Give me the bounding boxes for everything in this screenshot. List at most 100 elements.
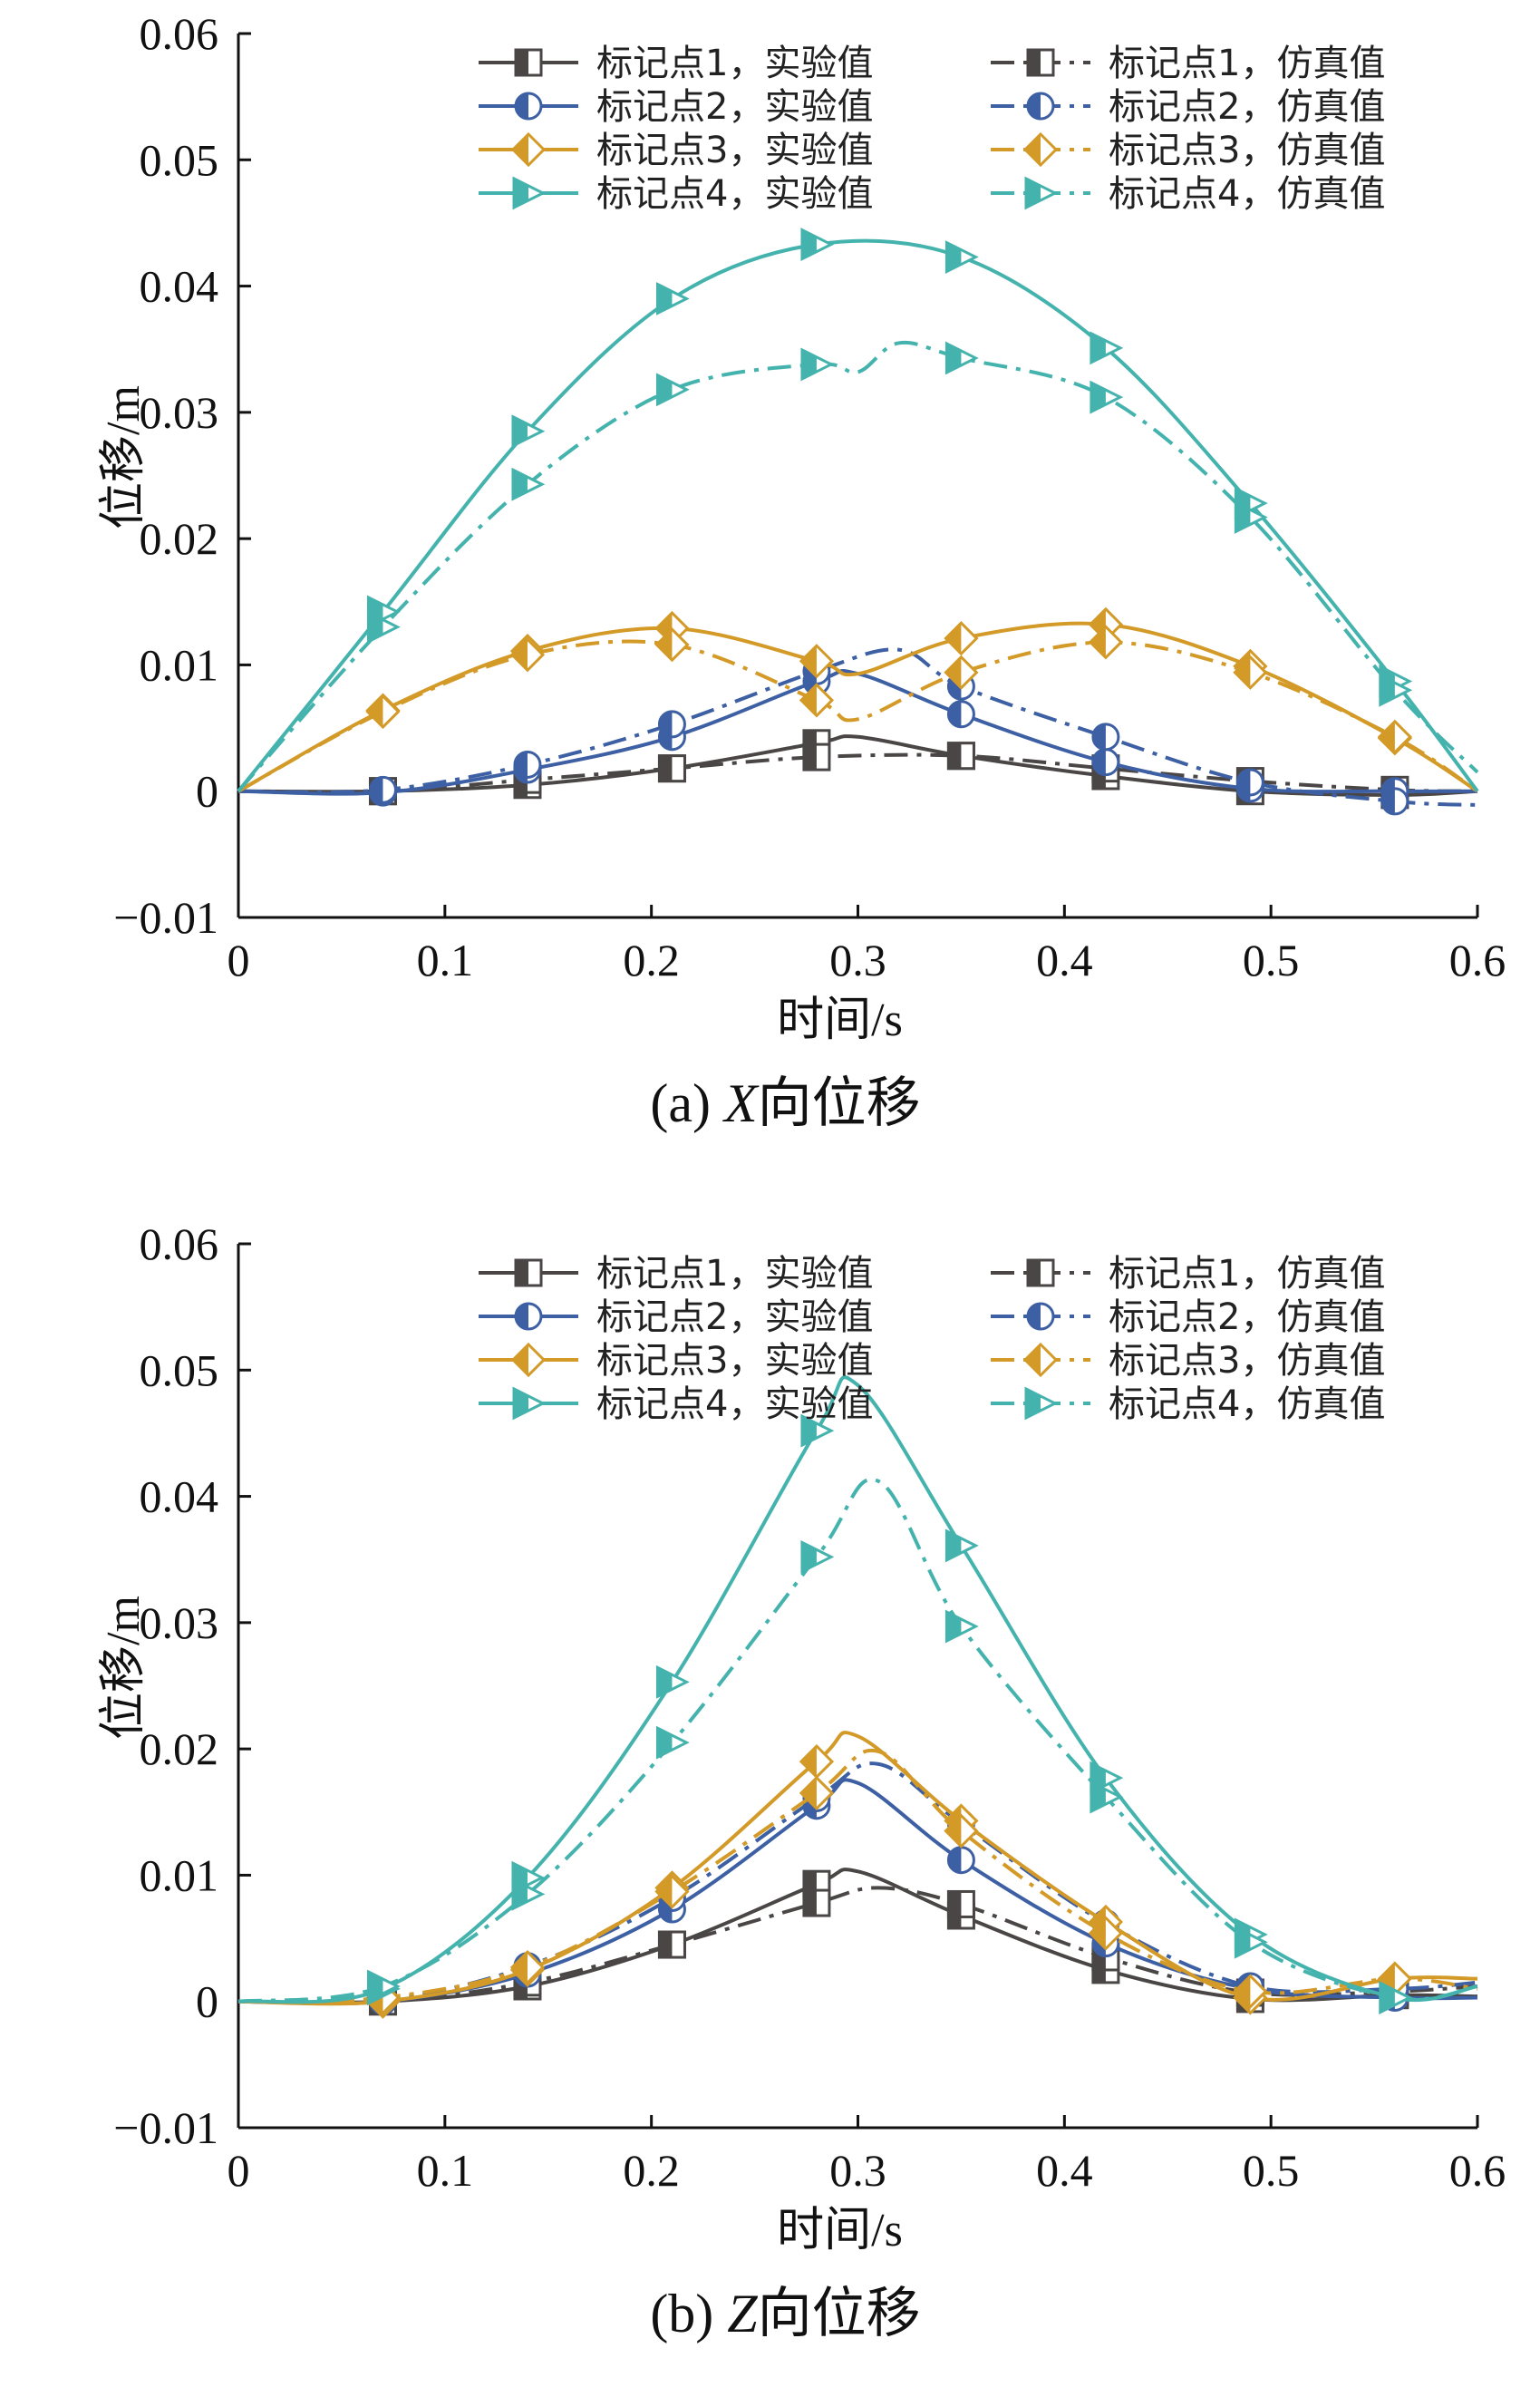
triangle-marker-7 <box>1090 1780 1124 1814</box>
legend-label: 标记点1，仿真值 <box>1109 1253 1385 1295</box>
triangle-marker-9 <box>1234 500 1268 534</box>
x-tick-label: 0.5 <box>1243 2145 1300 2196</box>
y-tick-label: 0.04 <box>140 1471 219 1522</box>
triangle-marker-8 <box>1090 380 1124 414</box>
circle-marker-6 <box>946 1846 975 1875</box>
triangle-marker-4 <box>800 1540 835 1574</box>
triangle-marker-5 <box>944 240 979 274</box>
circle-marker-3 <box>657 710 686 739</box>
x-tick-label: 0.3 <box>829 935 886 985</box>
circle-marker-legend <box>1026 92 1055 121</box>
triangle-marker-10 <box>1379 673 1413 707</box>
y-tick-label: 0.03 <box>140 1597 219 1648</box>
diamond-marker-legend <box>510 131 547 168</box>
circle-marker-legend <box>514 92 543 121</box>
legend-item-p3-sim: 标记点3，仿真值 <box>991 1340 1385 1382</box>
circle-marker-9 <box>1380 787 1409 816</box>
square-marker-legend <box>1026 1258 1055 1287</box>
diamond-marker-legend <box>1022 1342 1059 1378</box>
diamond-marker-7 <box>1088 1916 1124 1951</box>
series-line <box>237 340 1479 793</box>
chart-caption: (a) X向位移 <box>650 1073 920 1133</box>
series-line <box>237 1778 1478 2005</box>
legend-label: 标记点4，仿真值 <box>1109 173 1385 215</box>
x-tick-label: 0 <box>228 935 250 985</box>
diamond-marker-6 <box>944 1813 979 1848</box>
diamond-marker-9 <box>1377 719 1412 754</box>
legend-item-p3-exp: 标记点3，实验值 <box>479 1340 873 1382</box>
x-axis-label: 时间/s <box>777 995 903 1046</box>
diamond-marker-6 <box>944 621 979 656</box>
x-tick-label: 0.2 <box>623 935 680 985</box>
chart-caption: (b) Z向位移 <box>650 2284 920 2343</box>
square-marker-3 <box>657 754 686 783</box>
series-line <box>237 639 1479 793</box>
legend-item-p4-sim: 标记点4，仿真值 <box>991 1383 1385 1425</box>
triangle-marker-3 <box>655 1725 690 1760</box>
y-tick-label: 0.05 <box>140 1344 219 1395</box>
legend-label: 标记点2，实验值 <box>596 86 873 128</box>
legend-item-p1-sim: 标记点1，仿真值 <box>991 1253 1385 1295</box>
diamond-marker-legend <box>510 1342 547 1378</box>
triangle-marker-3 <box>655 373 690 407</box>
diamond-marker-4 <box>799 683 835 718</box>
diamond-marker-2 <box>509 637 546 673</box>
series-line <box>237 734 1478 797</box>
series-line <box>237 1731 1478 2006</box>
triangle-marker-4 <box>800 1413 835 1448</box>
diamond-marker-3 <box>654 1874 690 1909</box>
y-tick-label: −0.01 <box>113 2102 218 2153</box>
y-tick-label: 0 <box>196 766 218 817</box>
triangle-marker-2 <box>511 467 546 501</box>
diamond-marker-6 <box>944 655 979 690</box>
legend-label: 标记点4，仿真值 <box>1109 1383 1385 1425</box>
diamond-marker-2 <box>509 1949 546 1985</box>
series-line <box>237 1748 1478 2004</box>
y-tick-label: 0.02 <box>140 1723 219 1774</box>
triangle-marker-legend <box>1024 1386 1059 1421</box>
y-tick-label: 0.01 <box>140 639 219 690</box>
legend-item-p4-exp: 标记点4，实验值 <box>479 173 873 215</box>
circle-marker-2 <box>513 750 542 779</box>
triangle-marker-legend <box>512 1386 547 1421</box>
y-tick-label: 0.02 <box>140 513 219 564</box>
series-line <box>237 1477 1478 2004</box>
x-tick-label: 0.4 <box>1036 935 1093 985</box>
y-tick-label: 0.01 <box>140 1849 219 1900</box>
series-line <box>237 238 1479 792</box>
diamond-marker-8 <box>1233 655 1268 690</box>
series-p4-exp <box>237 1375 1478 2014</box>
y-tick-label: 0.03 <box>140 387 219 438</box>
square-marker-6 <box>946 1889 975 1918</box>
square-marker-legend <box>514 48 543 77</box>
x-tick-label: 0.2 <box>623 2145 680 2196</box>
x-tick-label: 0.5 <box>1243 935 1300 985</box>
square-marker-legend <box>514 1258 543 1287</box>
legend-item-p3-exp: 标记点3，实验值 <box>479 130 873 171</box>
series-line <box>237 752 1478 794</box>
diamond-marker-1 <box>365 694 401 730</box>
legend-label: 标记点4，实验值 <box>596 173 873 215</box>
triangle-marker-legend <box>512 176 547 210</box>
legend-item-p2-sim: 标记点2，仿真值 <box>991 86 1385 128</box>
series-p4-sim <box>237 1477 1478 2014</box>
x-tick-label: 0.1 <box>417 2145 474 2196</box>
legend-label: 标记点1，实验值 <box>596 1253 873 1295</box>
triangle-marker-1 <box>366 610 401 645</box>
triangle-marker-legend <box>1024 176 1059 210</box>
series-line <box>237 647 1478 807</box>
triangle-marker-6 <box>1090 331 1124 365</box>
triangle-marker-9 <box>1379 1981 1413 2014</box>
legend-label: 标记点1，实验值 <box>596 43 873 84</box>
triangle-marker-3 <box>655 282 690 315</box>
triangle-marker-4 <box>800 228 835 262</box>
series-p3-exp <box>237 1731 1478 2019</box>
diamond-marker-3 <box>654 627 690 663</box>
x-tick-label: 0.1 <box>417 935 474 985</box>
circle-marker-8 <box>1235 768 1264 797</box>
triangle-marker-6 <box>944 1528 979 1563</box>
